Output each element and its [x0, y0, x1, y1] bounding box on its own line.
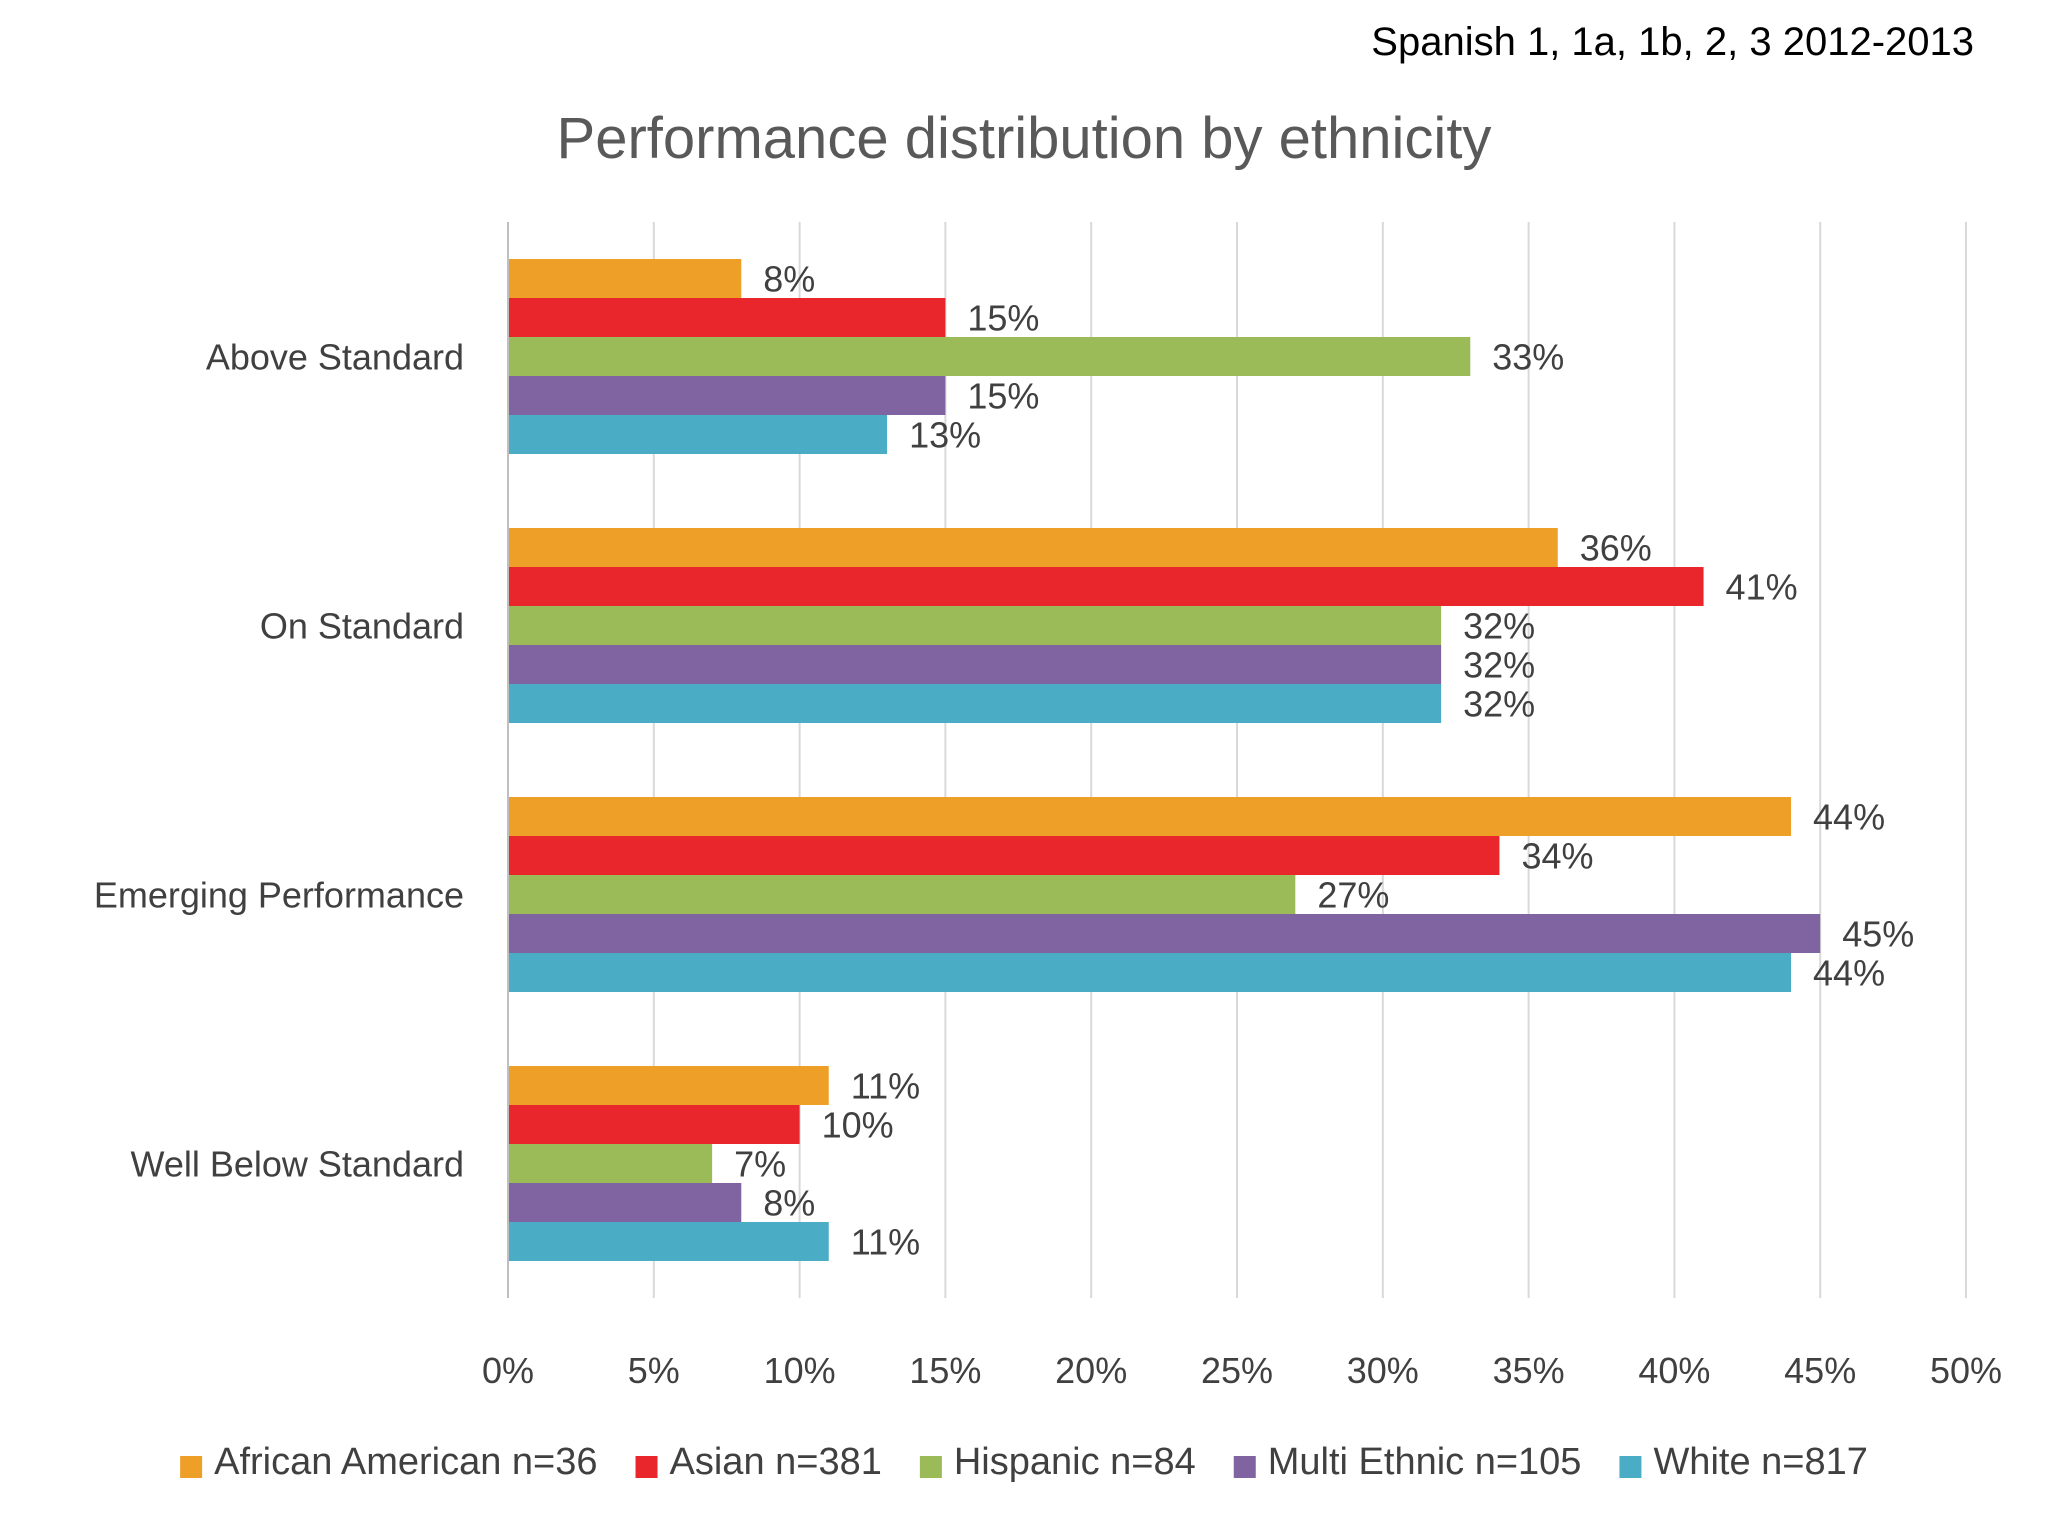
data-label: 44%	[1813, 797, 1885, 838]
legend-item: Hispanic n=84	[919, 1441, 1196, 1483]
legend-item: Asian n=381	[635, 1441, 882, 1483]
bar	[508, 797, 1792, 836]
data-label: 41%	[1726, 567, 1798, 608]
legend-label: Hispanic n=84	[954, 1441, 1196, 1483]
bar	[508, 875, 1296, 914]
bar	[508, 415, 888, 454]
data-label: 11%	[851, 1222, 920, 1263]
bar	[508, 1144, 713, 1183]
legend-item: White n=817	[1619, 1441, 1868, 1483]
tick-label: 10%	[764, 1350, 836, 1391]
legend-swatch	[1233, 1456, 1256, 1478]
category-axis: Above Standard On Standard Emerging Perfor…	[94, 222, 509, 1298]
bar	[508, 684, 1442, 723]
legend-swatch	[1619, 1456, 1642, 1478]
value-axis: 0% 5% 10% 15% 20% 25% 30% 35% 40% 45% 50%	[482, 1350, 2002, 1391]
data-label: 32%	[1463, 606, 1535, 647]
bars	[508, 259, 1821, 1261]
bar	[508, 914, 1821, 953]
bar	[508, 376, 946, 415]
bar	[508, 567, 1704, 606]
bar	[508, 528, 1558, 567]
category-label: Emerging Performance	[94, 875, 464, 916]
bar	[508, 259, 742, 298]
data-label: 11%	[851, 1066, 920, 1107]
bar	[508, 337, 1471, 376]
data-label: 8%	[763, 259, 815, 300]
data-label: 27%	[1317, 875, 1389, 916]
legend: African American n=36 Asian n=381 Hispanic…	[180, 1441, 1868, 1483]
data-label: 7%	[734, 1144, 786, 1185]
bar	[508, 1105, 800, 1144]
bar	[508, 606, 1442, 645]
legend-swatch	[635, 1456, 658, 1478]
data-label: 32%	[1463, 645, 1535, 686]
category-label: Well Below Standard	[130, 1144, 464, 1185]
legend-swatch	[919, 1456, 942, 1478]
tick-label: 35%	[1493, 1350, 1565, 1391]
tick-label: 30%	[1347, 1350, 1419, 1391]
data-label: 13%	[909, 415, 981, 456]
tick-label: 5%	[628, 1350, 680, 1391]
bar	[508, 298, 946, 337]
data-label: 8%	[763, 1183, 815, 1224]
tick-label: 15%	[909, 1350, 981, 1391]
legend-label: White n=817	[1653, 1441, 1867, 1483]
category-label: On Standard	[260, 606, 464, 647]
tick-label: 20%	[1055, 1350, 1127, 1391]
data-label: 10%	[822, 1105, 894, 1146]
data-label: 36%	[1580, 528, 1652, 569]
bar	[508, 645, 1442, 684]
data-label: 15%	[967, 376, 1039, 417]
data-label: 15%	[967, 298, 1039, 339]
legend-item: Multi Ethnic n=105	[1233, 1441, 1582, 1483]
data-label: 45%	[1842, 914, 1914, 955]
tick-label: 0%	[482, 1350, 534, 1391]
legend-swatch	[180, 1456, 203, 1478]
tick-label: 40%	[1638, 1350, 1710, 1391]
chart-subtitle: Spanish 1, 1a, 1b, 2, 3 2012-2013	[1371, 20, 1974, 64]
data-label: 32%	[1463, 684, 1535, 725]
data-labels: 8%15%33%15%13%36%41%32%32%32%44%34%27%45…	[734, 259, 1914, 1263]
legend-label: Asian n=381	[670, 1441, 882, 1483]
data-label: 34%	[1521, 836, 1593, 877]
bar	[508, 836, 1500, 875]
data-label: 44%	[1813, 953, 1885, 994]
tick-label: 45%	[1784, 1350, 1856, 1391]
legend-label: Multi Ethnic n=105	[1268, 1441, 1582, 1483]
tick-label: 25%	[1201, 1350, 1273, 1391]
tick-label: 50%	[1930, 1350, 2002, 1391]
legend-label: African American n=36	[214, 1441, 597, 1483]
bar	[508, 1066, 829, 1105]
bar	[508, 953, 1792, 992]
bar	[508, 1222, 829, 1261]
legend-item: African American n=36	[180, 1441, 598, 1483]
data-label: 33%	[1492, 337, 1564, 378]
category-label: Above Standard	[206, 337, 464, 378]
chart-title: Performance distribution by ethnicity	[557, 106, 1492, 171]
bar	[508, 1183, 742, 1222]
